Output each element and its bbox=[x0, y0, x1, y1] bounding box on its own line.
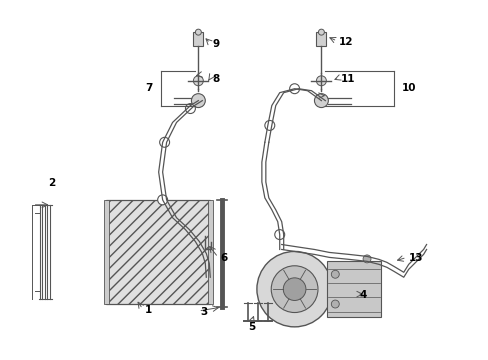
Circle shape bbox=[160, 137, 169, 147]
Circle shape bbox=[331, 300, 339, 308]
Polygon shape bbox=[106, 200, 210, 304]
Circle shape bbox=[362, 255, 370, 263]
Text: 9: 9 bbox=[212, 39, 219, 49]
Text: 10: 10 bbox=[401, 83, 415, 93]
Text: 12: 12 bbox=[339, 37, 353, 47]
Text: 1: 1 bbox=[144, 305, 152, 315]
Circle shape bbox=[283, 278, 305, 301]
Circle shape bbox=[274, 230, 284, 239]
Bar bbox=[207, 200, 212, 304]
Circle shape bbox=[256, 251, 332, 327]
Text: 6: 6 bbox=[220, 253, 227, 264]
Text: 7: 7 bbox=[145, 83, 152, 93]
Polygon shape bbox=[316, 32, 325, 46]
Circle shape bbox=[191, 94, 205, 108]
Text: 8: 8 bbox=[212, 74, 219, 84]
Circle shape bbox=[271, 266, 317, 312]
Circle shape bbox=[193, 76, 203, 86]
Bar bbox=[326, 261, 381, 318]
Text: 5: 5 bbox=[248, 322, 255, 332]
Bar bbox=[103, 200, 108, 304]
Circle shape bbox=[331, 270, 339, 278]
Polygon shape bbox=[193, 32, 203, 46]
Text: 2: 2 bbox=[48, 178, 55, 188]
Circle shape bbox=[185, 104, 195, 113]
Circle shape bbox=[195, 29, 201, 35]
Circle shape bbox=[318, 29, 324, 35]
Circle shape bbox=[157, 195, 167, 205]
Text: 3: 3 bbox=[200, 307, 207, 317]
Circle shape bbox=[314, 94, 327, 108]
Text: 4: 4 bbox=[358, 290, 366, 300]
Circle shape bbox=[289, 84, 299, 94]
Text: 11: 11 bbox=[341, 74, 355, 84]
Text: 13: 13 bbox=[408, 253, 422, 264]
Circle shape bbox=[316, 76, 325, 86]
Circle shape bbox=[264, 121, 274, 130]
